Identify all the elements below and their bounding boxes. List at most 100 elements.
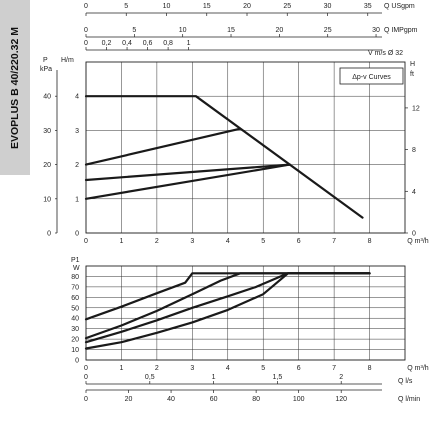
x-tick-label: 4 [226, 365, 230, 372]
x-tick-label: 2 [155, 238, 159, 245]
power-curve-4 [84, 272, 371, 350]
velocity-tick-label: 0,2 [102, 40, 112, 47]
chart-legend: Δp-v Curves [339, 67, 404, 85]
x-tick-label: 0 [84, 365, 88, 372]
lmin-axis-label: Q l/min [398, 396, 420, 403]
ls-tick-label: 1 [212, 374, 216, 381]
velocity-tick-label: 0,4 [122, 40, 132, 47]
ls-tick-label: 1,5 [273, 374, 283, 381]
x-tick-label: 7 [332, 365, 336, 372]
x-tick-label: 7 [332, 238, 336, 245]
head-curve-4 [84, 163, 291, 200]
x-tick-label: 8 [368, 365, 372, 372]
impgpm-tick-label: 25 [324, 27, 332, 34]
y-tick-label: 0 [75, 231, 79, 238]
x-axis-label: Q m³/h [407, 365, 428, 372]
lmin-tick-label: 60 [210, 396, 218, 403]
usgpm-tick-label: 5 [124, 3, 128, 10]
x-tick-label: 8 [368, 238, 372, 245]
velocity-tick-label: 0,6 [143, 40, 153, 47]
y-tick-label: 3 [75, 128, 79, 135]
usgpm-tick-label: 30 [324, 3, 332, 10]
y-tick-label: 50 [71, 305, 79, 312]
impgpm-tick-label: 30 [372, 27, 380, 34]
lmin-tick-label: 40 [167, 396, 175, 403]
y-tick-label: 40 [71, 316, 79, 323]
velocity-tick-label: 0,8 [163, 40, 173, 47]
x-tick-label: 1 [119, 238, 123, 245]
impgpm-tick-label: 5 [132, 27, 136, 34]
plot-frame [85, 61, 406, 234]
ft-tick-label: 12 [412, 105, 420, 112]
usgpm-tick-label: 15 [203, 3, 211, 10]
power-curve-1 [84, 272, 371, 321]
y-tick-label: 60 [71, 295, 79, 302]
product-label-tab: EVOPLUS B 40/220.32 M [0, 0, 30, 175]
y-tick-label: 80 [71, 274, 79, 281]
legend-box [339, 67, 404, 85]
kpa-tick-label: 10 [43, 196, 51, 203]
x-tick-label: 2 [155, 365, 159, 372]
y-axis-label: H/m [61, 57, 74, 64]
x-axis-label: Q m³/h [407, 238, 428, 245]
ft-tick-label: 4 [412, 189, 416, 196]
head-curve-3 [84, 163, 291, 182]
power-curve-2 [84, 272, 371, 340]
y-tick-label: 70 [71, 284, 79, 291]
legend-label: Δp-v Curves [352, 74, 391, 81]
ls-tick-label: 0 [84, 374, 88, 381]
lmin-tick-label: 100 [293, 396, 305, 403]
usgpm-tick-label: 10 [163, 3, 171, 10]
velocity-tick-label: 1 [187, 40, 191, 47]
usgpm-tick-label: 25 [283, 3, 291, 10]
plot-frame [85, 265, 406, 361]
head-curve-1 [84, 95, 364, 219]
kpa-tick-label: 20 [43, 162, 51, 169]
ft-axis-label-top: H [410, 61, 415, 68]
x-tick-label: 5 [261, 365, 265, 372]
kpa-axis-label-bottom: kPa [40, 66, 52, 73]
lmin-tick-label: 0 [84, 396, 88, 403]
impgpm-tick-label: 0 [84, 27, 88, 34]
y-axis-label-bottom: W [73, 265, 80, 272]
y-tick-label: 4 [75, 94, 79, 101]
x-tick-label: 3 [190, 365, 194, 372]
x-tick-label: 5 [261, 238, 265, 245]
y-tick-label: 30 [71, 326, 79, 333]
usgpm-tick-label: 20 [243, 3, 251, 10]
y-tick-label: 10 [71, 347, 79, 354]
kpa-axis-label-top: P [43, 57, 48, 64]
impgpm-tick-label: 20 [275, 27, 283, 34]
ls-tick-label: 2 [339, 374, 343, 381]
x-tick-label: 0 [84, 238, 88, 245]
head-curve-2 [84, 127, 242, 166]
impgpm-tick-label: 15 [227, 27, 235, 34]
lmin-tick-label: 120 [335, 396, 347, 403]
impgpm-tick-label: 10 [179, 27, 187, 34]
usgpm-axis-label: Q USgpm [384, 3, 415, 10]
x-tick-label: 6 [297, 365, 301, 372]
power-curve-3 [84, 272, 371, 344]
ft-tick-label: 8 [412, 147, 416, 154]
x-tick-label: 3 [190, 238, 194, 245]
velocity-tick-label: 0 [84, 40, 88, 47]
usgpm-tick-label: 35 [364, 3, 372, 10]
kpa-tick-label: 40 [43, 94, 51, 101]
y-tick-label: 2 [75, 162, 79, 169]
x-tick-label: 6 [297, 238, 301, 245]
impgpm-axis-label: Q IMPgpm [384, 27, 418, 34]
x-tick-label: 1 [119, 365, 123, 372]
ft-tick-label: 0 [412, 231, 416, 238]
kpa-tick-label: 0 [47, 231, 51, 238]
usgpm-tick-label: 0 [84, 3, 88, 10]
ls-axis-label: Q l/s [398, 378, 413, 385]
y-tick-label: 1 [75, 196, 79, 203]
y-axis-label-top: P1 [71, 257, 80, 264]
lmin-tick-label: 80 [252, 396, 260, 403]
ls-tick-label: 0,5 [145, 374, 155, 381]
x-tick-label: 4 [226, 238, 230, 245]
ft-axis-label-bottom: ft [410, 71, 414, 78]
